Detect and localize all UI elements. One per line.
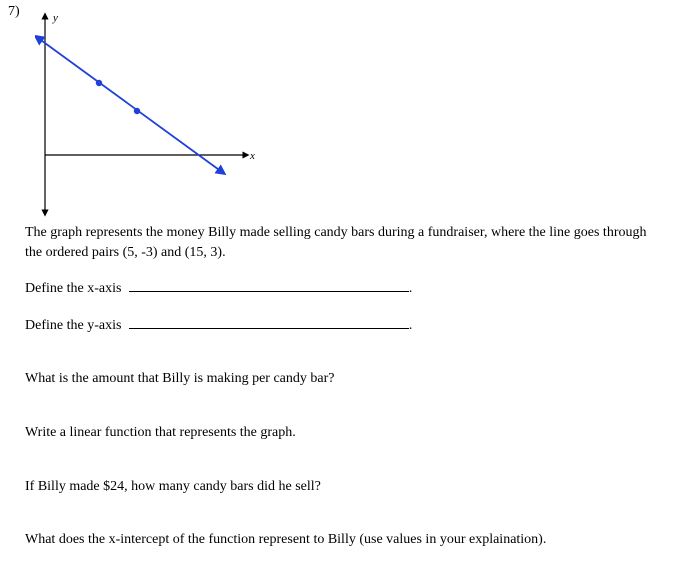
- question-1: What is the amount that Billy is making …: [25, 369, 667, 389]
- define-x-row: Define the x-axis .: [25, 278, 667, 299]
- period: .: [409, 318, 413, 333]
- question-3: If Billy made $24, how many candy bars d…: [25, 477, 667, 497]
- problem-text: The graph represents the money Billy mad…: [25, 223, 667, 550]
- define-y-blank[interactable]: [129, 315, 409, 329]
- define-x-blank[interactable]: [129, 278, 409, 292]
- description-text: The graph represents the money Billy mad…: [25, 223, 667, 262]
- graph-area: yx: [35, 8, 265, 223]
- define-x-label: Define the x-axis: [25, 281, 121, 296]
- define-y-row: Define the y-axis .: [25, 315, 667, 336]
- problem-number: 7): [8, 4, 20, 20]
- question-2: Write a linear function that represents …: [25, 423, 667, 443]
- question-4: What does the x-intercept of the functio…: [25, 530, 667, 550]
- period: .: [409, 281, 413, 296]
- svg-text:y: y: [52, 12, 58, 24]
- define-y-label: Define the y-axis: [25, 318, 121, 333]
- svg-text:x: x: [249, 150, 255, 162]
